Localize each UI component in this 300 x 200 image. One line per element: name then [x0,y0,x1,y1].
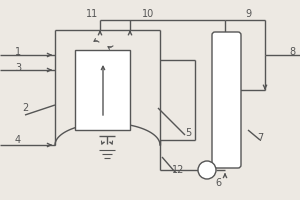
Text: 11: 11 [86,9,98,19]
Circle shape [198,161,216,179]
Text: 1: 1 [15,47,21,57]
Text: 2: 2 [22,103,28,113]
Text: 8: 8 [289,47,295,57]
Text: 10: 10 [142,9,154,19]
Text: 6: 6 [215,178,221,188]
Text: 7: 7 [257,133,263,143]
Text: 9: 9 [245,9,251,19]
Text: 12: 12 [172,165,184,175]
Bar [75,50,130,130]
Text: 5: 5 [185,128,191,138]
Text: 4: 4 [15,135,21,145]
FancyBboxPatch shape [212,32,241,168]
Text: 3: 3 [15,63,21,73]
